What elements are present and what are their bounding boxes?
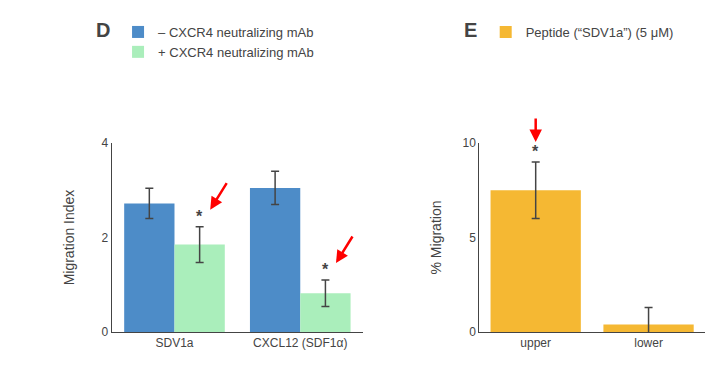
svg-text:lower: lower xyxy=(634,336,663,350)
svg-text:D: D xyxy=(96,19,110,41)
svg-text:5: 5 xyxy=(469,231,476,245)
svg-text:0: 0 xyxy=(469,325,476,339)
svg-text:10: 10 xyxy=(462,136,476,150)
svg-text:4: 4 xyxy=(102,136,109,150)
svg-text:E: E xyxy=(464,19,477,41)
svg-text:0: 0 xyxy=(102,325,109,339)
svg-text:*: * xyxy=(196,208,203,225)
svg-text:2: 2 xyxy=(102,231,109,245)
svg-text:– CXCR4 neutralizing mAb: – CXCR4 neutralizing mAb xyxy=(158,25,313,40)
svg-text:upper: upper xyxy=(520,336,551,350)
svg-text:+ CXCR4 neutralizing mAb: + CXCR4 neutralizing mAb xyxy=(158,45,314,60)
svg-text:Peptide (“SDV1a”) (5 μM): Peptide (“SDV1a”) (5 μM) xyxy=(526,25,674,40)
svg-text:CXCL12 (SDF1α): CXCL12 (SDF1α) xyxy=(253,336,347,350)
svg-text:% Migration: % Migration xyxy=(428,201,444,275)
svg-text:*: * xyxy=(322,261,329,278)
svg-text:SDV1a: SDV1a xyxy=(155,336,193,350)
svg-text:Migration Index: Migration Index xyxy=(61,190,77,286)
svg-text:*: * xyxy=(532,143,539,160)
